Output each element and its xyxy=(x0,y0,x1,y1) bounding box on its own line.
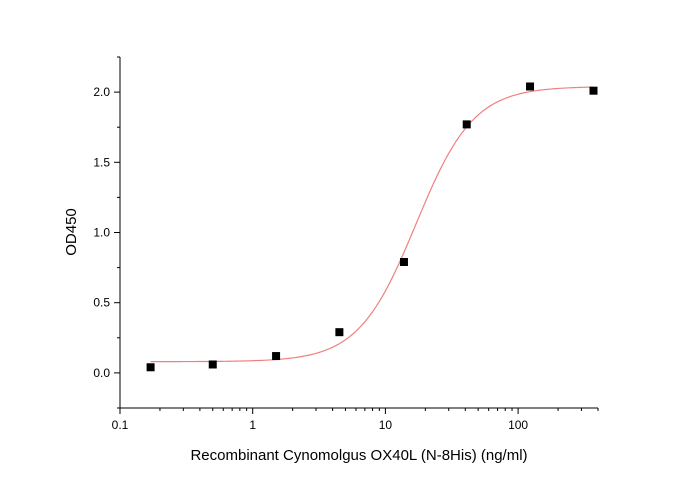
data-point xyxy=(272,352,281,361)
fit-curve xyxy=(150,86,594,363)
y-axis-ticks: 0.0 0.5 1.0 1.5 2.0 xyxy=(93,56,120,409)
x-tick-label: 10 xyxy=(379,418,393,432)
y-tick-label: 1.0 xyxy=(93,226,110,240)
x-tick-label: 100 xyxy=(508,418,528,432)
data-point xyxy=(399,257,408,266)
y-tick-label: 0.5 xyxy=(93,296,110,310)
data-point xyxy=(462,120,471,129)
data-point xyxy=(335,328,344,337)
x-axis-title: Recombinant Cynomolgus OX40L (N-8His) (n… xyxy=(190,447,527,464)
x-axis-ticks: 0.1 1 10 100 xyxy=(112,408,599,432)
y-tick-label: 1.5 xyxy=(93,155,110,169)
x-tick-label: 1 xyxy=(249,418,256,432)
data-points xyxy=(146,82,598,372)
data-point xyxy=(589,86,598,95)
x-tick-label: 0.1 xyxy=(112,418,129,432)
y-axis-title: OD450 xyxy=(63,208,80,256)
y-tick-label: 2.0 xyxy=(93,85,110,99)
data-point xyxy=(526,82,535,91)
plot-area xyxy=(119,57,598,409)
data-point xyxy=(146,363,155,372)
data-point xyxy=(208,360,217,369)
y-tick-label: 0.0 xyxy=(93,366,110,380)
